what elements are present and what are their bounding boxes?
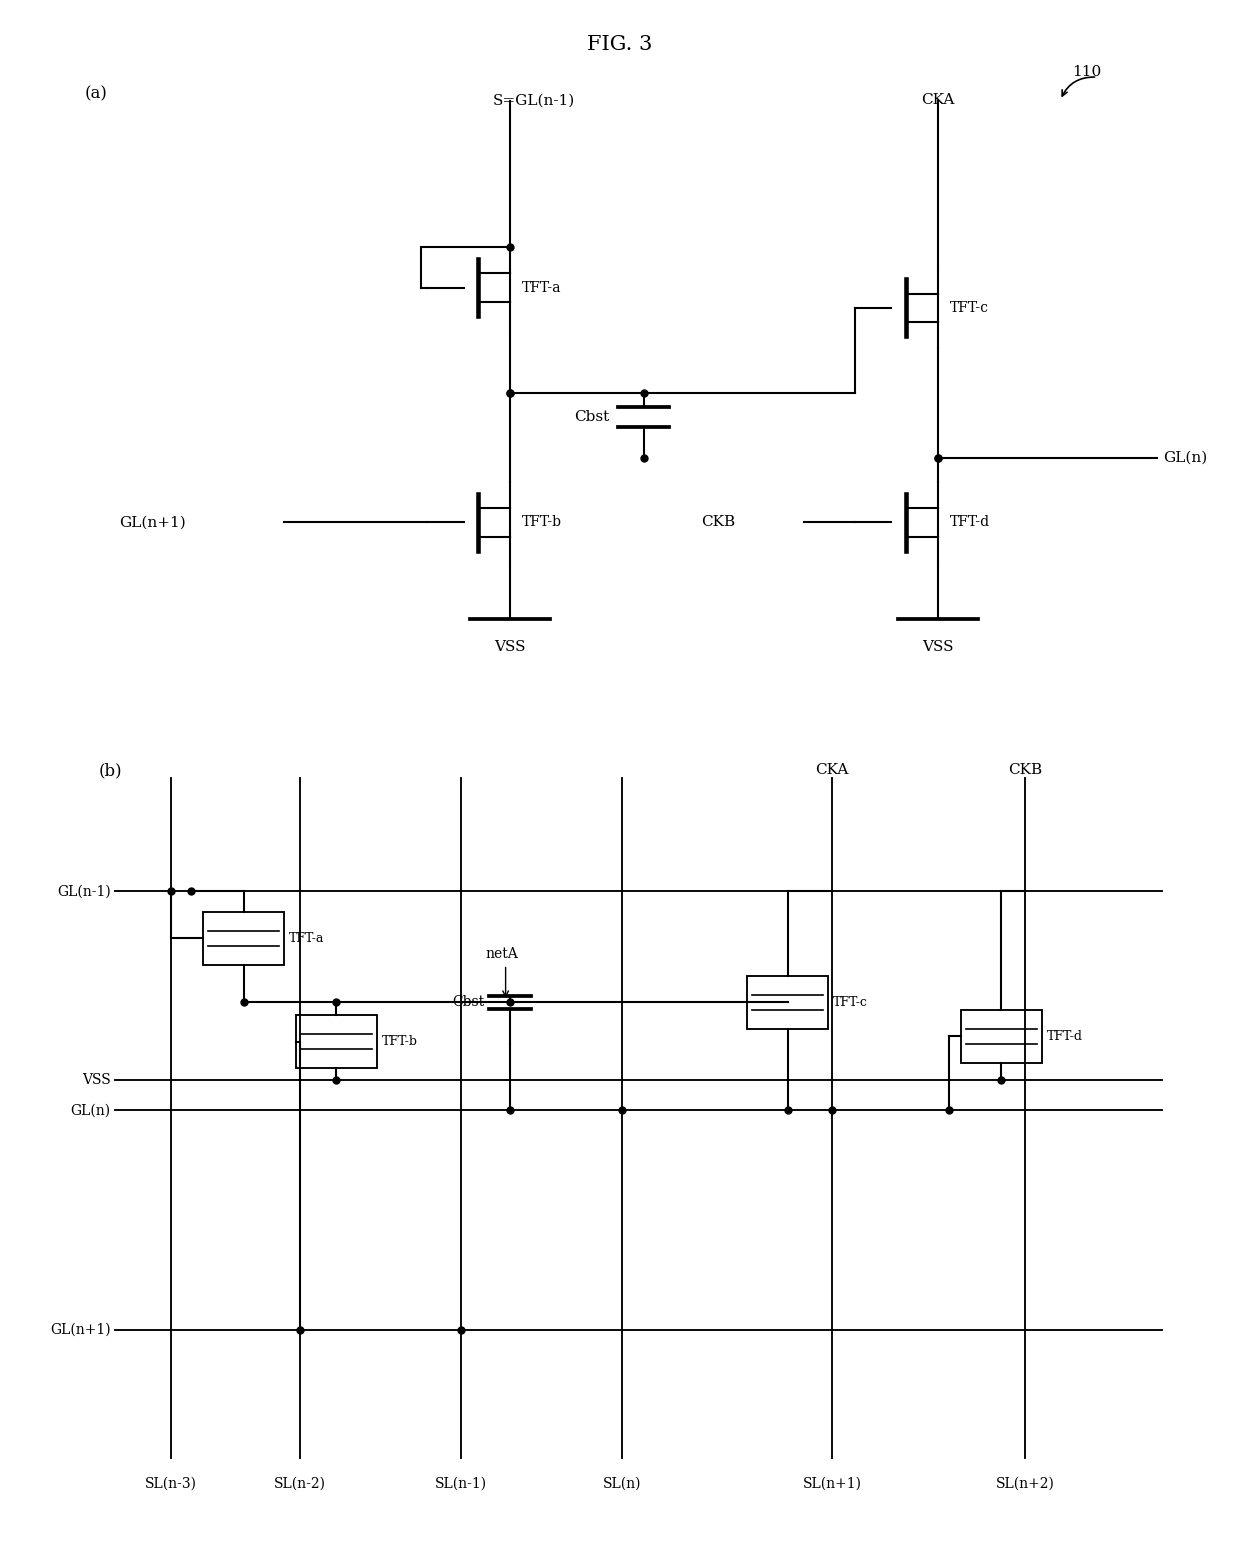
Text: Cbst: Cbst xyxy=(574,410,609,424)
Bar xyxy=(748,976,828,1029)
Text: Cbst: Cbst xyxy=(453,995,485,1010)
Text: GL(n-1): GL(n-1) xyxy=(57,884,110,899)
Text: SL(n): SL(n) xyxy=(603,1477,642,1491)
Text: TFT-c: TFT-c xyxy=(833,996,868,1008)
Text: TFT-c: TFT-c xyxy=(950,301,988,315)
Text: SL(n-1): SL(n-1) xyxy=(435,1477,487,1491)
Text: GL(n): GL(n) xyxy=(1163,450,1207,464)
Text: TFT-d: TFT-d xyxy=(1047,1030,1083,1042)
Text: FIG. 3: FIG. 3 xyxy=(588,35,652,54)
Text: TFT-a: TFT-a xyxy=(522,281,562,295)
Bar xyxy=(296,1015,377,1069)
Text: GL(n+1): GL(n+1) xyxy=(119,515,186,529)
Text: SL(n+1): SL(n+1) xyxy=(802,1477,862,1491)
Bar xyxy=(203,911,284,965)
Text: VSS: VSS xyxy=(82,1073,110,1087)
Text: CKB: CKB xyxy=(701,515,735,529)
Text: TFT-a: TFT-a xyxy=(289,931,324,945)
Text: GL(n): GL(n) xyxy=(71,1104,110,1118)
Text: (b): (b) xyxy=(98,763,123,780)
Text: VSS: VSS xyxy=(923,640,954,654)
Text: S=GL(n-1): S=GL(n-1) xyxy=(494,94,575,108)
Text: 110: 110 xyxy=(1073,65,1102,79)
Text: SL(n-3): SL(n-3) xyxy=(145,1477,197,1491)
Text: netA: netA xyxy=(485,947,518,961)
Text: (a): (a) xyxy=(84,85,108,102)
Text: VSS: VSS xyxy=(495,640,526,654)
Text: TFT-b: TFT-b xyxy=(522,515,562,529)
Bar xyxy=(961,1010,1042,1062)
Text: TFT-b: TFT-b xyxy=(382,1035,418,1049)
Text: TFT-d: TFT-d xyxy=(950,515,990,529)
Text: SL(n+2): SL(n+2) xyxy=(996,1477,1055,1491)
Text: CKA: CKA xyxy=(921,94,955,108)
Text: CKB: CKB xyxy=(1008,763,1043,777)
Text: CKA: CKA xyxy=(816,763,848,777)
Text: SL(n-2): SL(n-2) xyxy=(274,1477,326,1491)
Text: GL(n+1): GL(n+1) xyxy=(50,1323,110,1337)
